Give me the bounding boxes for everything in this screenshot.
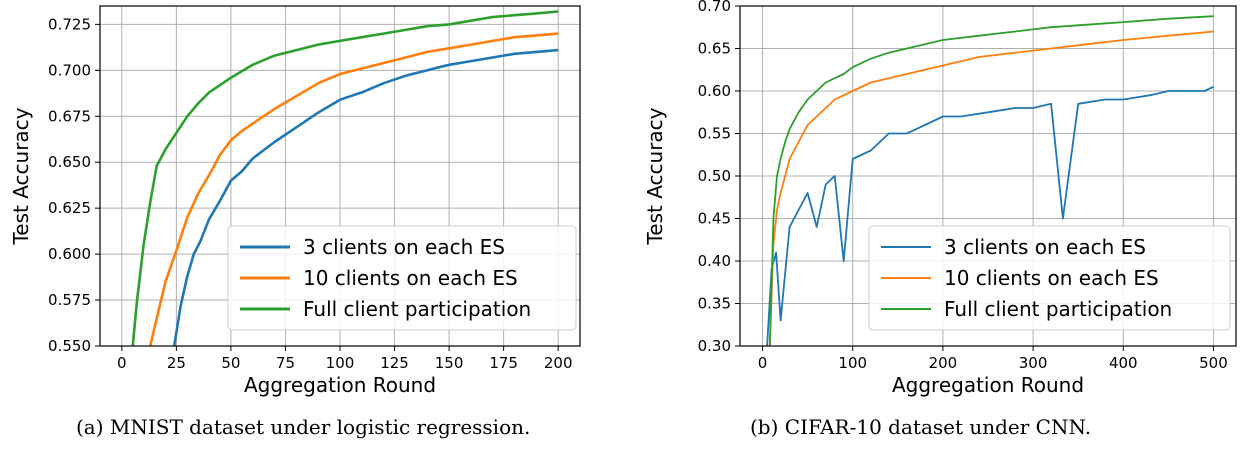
x-tick-label: 400 — [1109, 354, 1138, 372]
x-axis-title: Aggregation Round — [244, 373, 436, 397]
legend-label-2: 10 clients on each ES — [303, 266, 518, 290]
chart-a-svg: 0 25 50 75 100 125 150 175 200 0.550 0.575 0.600 0.6… — [9, 5, 581, 397]
x-tick-label: 150 — [435, 354, 464, 372]
x-tick-label: 25 — [167, 354, 186, 372]
legend-box — [227, 225, 577, 331]
caption-a: (a) MNIST dataset under logistic regress… — [76, 415, 531, 439]
x-tick-label: 100 — [326, 354, 355, 372]
caption-b: (b) CIFAR-10 dataset under CNN. — [750, 415, 1092, 439]
x-tick-label: 125 — [380, 354, 409, 372]
series-group-a — [131, 10, 559, 346]
legend-b: 3 clients on each ES 10 clients on each E… — [868, 225, 1231, 331]
y-tick-label: 0.35 — [698, 295, 731, 313]
legend-a: 3 clients on each ES 10 clients on each E… — [227, 225, 577, 331]
series-line-2 — [768, 30, 1214, 346]
legend-label-2: 10 clients on each ES — [944, 266, 1159, 290]
y-axis-title: Test Accuracy — [9, 107, 33, 245]
chart-panel-b: 0 100 200 300 400 500 0.30 0.35 0.40 0.45 0.50 0.55… — [640, 0, 1247, 469]
y-tick-label: 0.725 — [48, 15, 91, 33]
y-tick-label: 0.550 — [48, 337, 91, 355]
series-group-b — [766, 15, 1214, 346]
y-tick-label: 0.70 — [698, 0, 731, 15]
x-axis-title: Aggregation Round — [892, 373, 1084, 397]
x-tick-label: 300 — [1019, 354, 1048, 372]
series-line-1 — [766, 85, 1214, 346]
y-tick-label: 0.700 — [48, 61, 91, 79]
series-line-3 — [131, 10, 559, 346]
series-line-3 — [768, 15, 1214, 346]
x-tick-label: 75 — [276, 354, 295, 372]
series-line-2 — [148, 32, 559, 346]
y-tick-label: 0.65 — [698, 40, 731, 58]
legend-label-3: Full client participation — [303, 297, 531, 321]
y-tick-label: 0.30 — [698, 337, 731, 355]
legend-box — [868, 225, 1231, 331]
y-tick-label: 0.45 — [698, 210, 731, 228]
x-tick-label: 100 — [838, 354, 867, 372]
y-tick-label: 0.625 — [48, 199, 91, 217]
x-tick-label: 200 — [929, 354, 958, 372]
y-tick-label: 0.600 — [48, 245, 91, 263]
y-tick-label: 0.50 — [698, 167, 731, 185]
chart-b-svg: 0 100 200 300 400 500 0.30 0.35 0.40 0.45 0.50 0.55… — [643, 0, 1237, 397]
y-tick-label: 0.40 — [698, 252, 731, 270]
x-tick-label: 0 — [117, 354, 127, 372]
y-tick-label: 0.60 — [698, 82, 731, 100]
x-tick-label: 500 — [1199, 354, 1228, 372]
legend-label-1: 3 clients on each ES — [944, 235, 1146, 259]
y-tick-label: 0.675 — [48, 107, 91, 125]
y-axis-title: Test Accuracy — [643, 107, 667, 245]
x-tick-label: 200 — [544, 354, 573, 372]
x-tick-label: 175 — [489, 354, 518, 372]
y-tick-label: 0.55 — [698, 125, 731, 143]
y-tick-label: 0.575 — [48, 291, 91, 309]
legend-label-3: Full client participation — [944, 297, 1172, 321]
legend-label-1: 3 clients on each ES — [303, 235, 505, 259]
series-line-1 — [172, 48, 559, 346]
x-tick-label: 0 — [758, 354, 768, 372]
grid-a — [100, 6, 580, 347]
y-tick-label: 0.650 — [48, 153, 91, 171]
chart-panel-a: 0 25 50 75 100 125 150 175 200 0.550 0.575 0.600 0.6… — [0, 0, 600, 469]
x-tick-label: 50 — [221, 354, 240, 372]
